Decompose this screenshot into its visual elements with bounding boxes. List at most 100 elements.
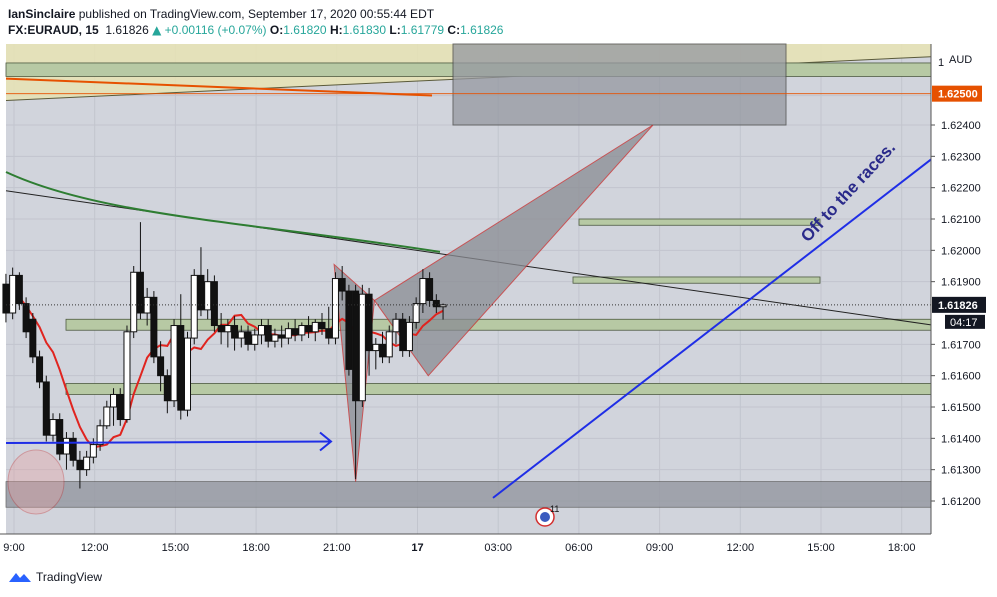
price-axis-top-label: 1: [938, 57, 944, 69]
candle[interactable]: [358, 293, 366, 402]
price-tick-label: 1.61200: [941, 496, 981, 508]
currency-label: AUD: [949, 54, 972, 66]
support-zone-bottom[interactable]: [5, 481, 932, 508]
candle[interactable]: [56, 419, 64, 455]
candle[interactable]: [2, 283, 10, 314]
candle[interactable]: [89, 444, 97, 458]
candle[interactable]: [136, 271, 144, 314]
candle[interactable]: [110, 393, 118, 408]
candle[interactable]: [184, 337, 192, 411]
time-tick-label: 18:00: [888, 542, 916, 554]
candle[interactable]: [372, 343, 380, 352]
candle[interactable]: [298, 325, 306, 336]
candle[interactable]: [271, 334, 279, 342]
time-tick-label: 17: [411, 542, 423, 554]
candle[interactable]: [264, 325, 272, 342]
candle[interactable]: [76, 459, 84, 471]
candle[interactable]: [284, 328, 292, 339]
candle[interactable]: [62, 437, 70, 455]
candle[interactable]: [163, 375, 171, 402]
price-tick-label: 1.61900: [941, 277, 981, 289]
candle[interactable]: [9, 274, 17, 314]
candle[interactable]: [251, 334, 259, 345]
tradingview-brand[interactable]: TradingView: [36, 570, 103, 584]
candle[interactable]: [69, 437, 77, 461]
candle[interactable]: [83, 456, 91, 471]
candle[interactable]: [257, 325, 265, 336]
candle[interactable]: [103, 406, 111, 427]
candle[interactable]: [116, 393, 124, 421]
candle[interactable]: [419, 278, 427, 305]
blue-uptrend-line[interactable]: [492, 158, 932, 499]
candle[interactable]: [345, 290, 353, 370]
candle[interactable]: [244, 331, 252, 345]
open-value: 1.61820: [283, 23, 327, 37]
candle[interactable]: [331, 278, 339, 339]
highlight-circle[interactable]: [7, 449, 65, 515]
blue-arrow-head[interactable]: [319, 431, 333, 452]
candle[interactable]: [237, 331, 245, 339]
support-zone[interactable]: [65, 383, 932, 395]
publisher-name[interactable]: IanSinclaire: [8, 7, 76, 21]
symbol-label[interactable]: FX:EURAUD, 15: [8, 23, 99, 37]
time-tick-label: 09:00: [646, 542, 674, 554]
candle[interactable]: [190, 274, 198, 339]
candle[interactable]: [96, 425, 104, 446]
candle[interactable]: [210, 281, 218, 327]
price-tick-label: 1.62300: [941, 151, 981, 163]
time-tick-label: 12:00: [727, 542, 755, 554]
candle[interactable]: [305, 325, 313, 333]
price-tick-label: 1.62000: [941, 245, 981, 257]
candle[interactable]: [399, 318, 407, 352]
candle[interactable]: [170, 325, 178, 402]
green-ma-line[interactable]: [5, 171, 441, 253]
support-zone[interactable]: [572, 276, 821, 284]
time-tick-label: 15:00: [807, 542, 835, 554]
level-price-tag[interactable]: [932, 85, 982, 102]
candle[interactable]: [405, 321, 413, 352]
candle[interactable]: [426, 278, 434, 301]
candle[interactable]: [385, 331, 393, 358]
candle[interactable]: [278, 334, 286, 339]
candle[interactable]: [150, 296, 158, 358]
candle[interactable]: [352, 290, 360, 402]
blue-arrow-line[interactable]: [5, 440, 331, 445]
candle[interactable]: [177, 325, 185, 411]
support-zone[interactable]: [578, 218, 821, 226]
price-tick-label: 1.62100: [941, 214, 981, 226]
candle[interactable]: [291, 328, 299, 336]
candle[interactable]: [42, 381, 50, 436]
candle[interactable]: [22, 303, 30, 333]
candle[interactable]: [29, 318, 37, 358]
candle[interactable]: [311, 321, 319, 333]
candle[interactable]: [49, 419, 57, 436]
candle[interactable]: [412, 303, 420, 323]
time-tick-label: 12:00: [81, 542, 109, 554]
candle[interactable]: [157, 356, 165, 377]
candle[interactable]: [338, 278, 346, 292]
chart-canvas[interactable]: Off to the races.111 AUD1.624001.623001.6…: [0, 0, 997, 565]
candle[interactable]: [365, 293, 373, 352]
candle[interactable]: [325, 328, 333, 339]
candle[interactable]: [130, 271, 138, 333]
candle[interactable]: [224, 325, 232, 333]
candle[interactable]: [439, 304, 447, 308]
candle[interactable]: [36, 356, 44, 383]
candle[interactable]: [217, 325, 225, 333]
candle[interactable]: [123, 331, 131, 421]
candle[interactable]: [231, 325, 239, 339]
candle[interactable]: [318, 321, 326, 330]
current-price-label: 1.61826: [938, 300, 978, 312]
countdown-label: 04:17: [950, 317, 978, 329]
candle[interactable]: [392, 318, 400, 333]
time-axis[interactable]: [0, 534, 931, 560]
publish-line: IanSinclaire published on TradingView.co…: [8, 6, 503, 22]
price-axis[interactable]: [931, 44, 997, 534]
candle[interactable]: [379, 343, 387, 358]
candle[interactable]: [204, 281, 212, 311]
current-price-tag[interactable]: [932, 296, 986, 313]
candle[interactable]: [432, 299, 440, 308]
candle[interactable]: [197, 274, 205, 311]
candle[interactable]: [15, 274, 23, 305]
target-zone-box[interactable]: [452, 43, 787, 126]
